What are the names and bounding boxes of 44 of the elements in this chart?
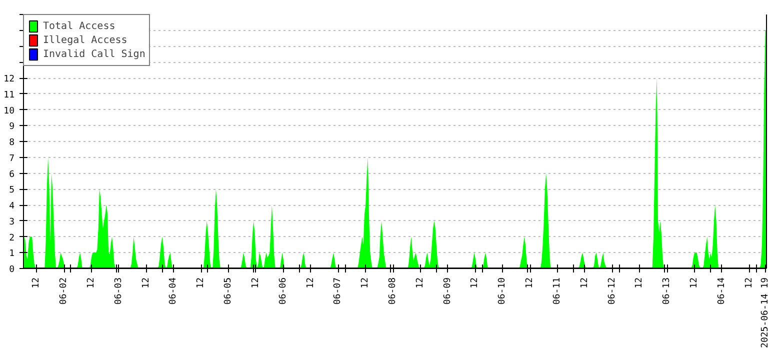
x-tick-label: 12 <box>415 277 426 288</box>
x-tick-label: 12 <box>86 277 96 288</box>
x-tick-label: 06-03 <box>114 278 124 305</box>
x-tick-label: 12 <box>634 277 645 288</box>
y-tick-label: 4 <box>9 202 15 212</box>
legend-label: Total Access <box>43 20 116 33</box>
x-tick-label: 06-11 <box>552 278 562 305</box>
x-tick-label: 12 <box>196 277 206 288</box>
legend-label: Illegal Access <box>43 34 128 47</box>
x-tick-label: 12 <box>744 277 754 288</box>
y-tick-label: 5 <box>9 186 15 196</box>
x-tick-label: 06-04 <box>168 278 179 305</box>
y-tick-label: 11 <box>4 90 15 100</box>
x-tick-label: 12 <box>250 277 261 288</box>
x-tick-label: 12 <box>141 277 152 288</box>
y-tick-label: 7 <box>9 154 15 164</box>
x-tick-label: 12 <box>525 277 536 288</box>
x-tick-label: 06-07 <box>333 278 344 305</box>
y-tick-label: 6 <box>9 170 15 180</box>
y-tick-label: 8 <box>9 138 15 148</box>
y-tick-label: 3 <box>9 217 15 228</box>
x-tick-label: 12 <box>360 277 371 288</box>
x-tick-label: 06-13 <box>662 278 672 305</box>
y-tick-label: 2 <box>9 233 15 244</box>
x-tick-label: 06-12 <box>607 278 618 305</box>
x-tick-label: 06-02 <box>59 278 70 305</box>
x-tick-label: 06-14 <box>716 278 727 305</box>
y-tick-label: 9 <box>9 122 15 132</box>
legend-label: Invalid Call Sign <box>43 48 146 61</box>
y-tick-label: 12 <box>4 74 15 84</box>
y-tick-label: 0 <box>9 265 15 275</box>
x-tick-label: 12 <box>580 277 590 288</box>
x-tick-label: 06-08 <box>388 278 398 305</box>
x-tick-label: 06-05 <box>224 278 234 305</box>
x-tick-label: 12 <box>32 277 42 288</box>
x-tick-label: 06-10 <box>498 278 508 305</box>
x-tick-label: 06-06 <box>278 278 288 305</box>
y-tick-label: 10 <box>4 106 15 116</box>
x-tick-label: 12 <box>306 277 316 288</box>
x-tick-label: 06-09 <box>442 278 453 305</box>
x-tick-label: 12 <box>690 277 700 288</box>
y-tick-label: 1 <box>9 249 15 260</box>
x-tick-label: 2025-06-14 19 <box>760 277 770 348</box>
x-tick-label: 12 <box>470 277 480 288</box>
